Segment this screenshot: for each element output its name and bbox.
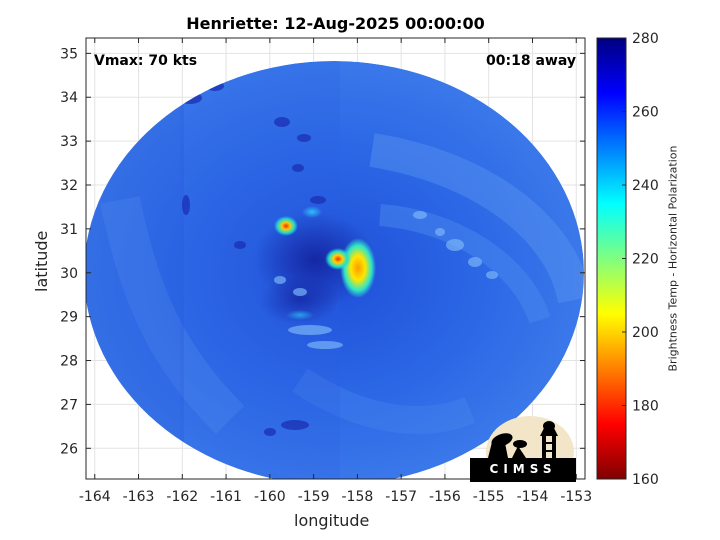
y-tick-label: 30 bbox=[60, 266, 78, 282]
x-tick-label: -156 bbox=[429, 489, 461, 505]
x-tick-label: -157 bbox=[385, 489, 417, 505]
x-tick-label: -162 bbox=[166, 489, 198, 505]
cimss-logo-graphic bbox=[470, 416, 576, 488]
y-tick-label: 31 bbox=[60, 222, 78, 238]
y-tick-label: 29 bbox=[60, 310, 78, 326]
cimss-logo-text: CIMSS bbox=[489, 462, 557, 476]
colorbar-tick-label: 260 bbox=[632, 105, 659, 121]
x-tick-label: -163 bbox=[123, 489, 155, 505]
y-axis-ticks: 26 27 28 29 30 31 32 33 34 35 bbox=[60, 46, 585, 457]
colorbar-ticks: 160 180 200 220 240 260 280 bbox=[622, 31, 659, 488]
x-tick-label: -155 bbox=[473, 489, 505, 505]
y-tick-label: 33 bbox=[60, 134, 78, 150]
time-offset-annotation: 00:18 away bbox=[486, 53, 576, 69]
x-axis-label: longitude bbox=[294, 511, 370, 530]
colorbar bbox=[596, 37, 627, 480]
x-tick-label: -154 bbox=[517, 489, 549, 505]
x-tick-label: -153 bbox=[560, 489, 592, 505]
colorbar-tick-label: 160 bbox=[632, 472, 659, 488]
y-tick-label: 32 bbox=[60, 178, 78, 194]
x-tick-label: -158 bbox=[341, 489, 373, 505]
vmax-annotation: Vmax: 70 kts bbox=[94, 53, 198, 69]
map-title: Henriette: 12-Aug-2025 00:00:00 bbox=[186, 14, 485, 33]
axes-frame bbox=[85, 37, 586, 480]
x-axis-ticks: -164 -163 -162 -161 -160 -159 -158 -157 -156 -155… bbox=[79, 38, 592, 505]
y-tick-label: 26 bbox=[60, 441, 78, 457]
y-tick-label: 27 bbox=[60, 397, 78, 413]
colorbar-tick-label: 280 bbox=[632, 31, 659, 47]
colorbar-tick-label: 200 bbox=[632, 325, 659, 341]
colorbar-label: Brightness Temp - Horizontal Polarizatio… bbox=[666, 145, 680, 372]
y-tick-label: 34 bbox=[60, 90, 78, 106]
x-tick-label: -160 bbox=[254, 489, 286, 505]
y-tick-label: 35 bbox=[60, 46, 78, 62]
colorbar-tick-label: 180 bbox=[632, 399, 659, 415]
x-tick-label: -159 bbox=[298, 489, 330, 505]
y-axis-label: latitude bbox=[32, 230, 51, 292]
x-tick-label: -164 bbox=[79, 489, 111, 505]
brightness-temperature-swath bbox=[86, 61, 584, 479]
colorbar-tick-label: 220 bbox=[632, 252, 659, 268]
cimss-logo: CIMSS bbox=[470, 412, 576, 488]
y-tick-label: 28 bbox=[60, 354, 78, 370]
x-tick-label: -161 bbox=[210, 489, 242, 505]
colorbar-tick-label: 240 bbox=[632, 178, 659, 194]
